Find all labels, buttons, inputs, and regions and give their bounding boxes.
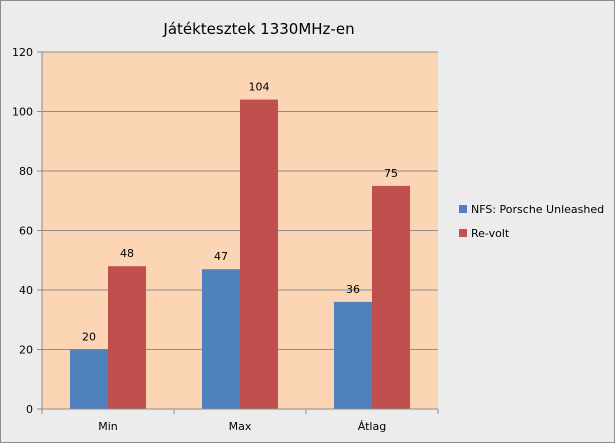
bar-revolt-min [108, 266, 146, 409]
data-label: 36 [346, 283, 360, 296]
y-tick-label: 0 [26, 403, 33, 416]
chart-title: Játéktesztek 1330MHz-en [162, 20, 354, 38]
data-label: 20 [82, 331, 96, 344]
legend-label: NFS: Porsche Unleashed [471, 203, 604, 216]
x-tick-label: Max [229, 420, 252, 433]
y-tick-label: 40 [19, 284, 33, 297]
bar-nfs-min [70, 349, 108, 409]
data-label: 47 [214, 250, 228, 263]
y-tick-label: 60 [19, 225, 33, 238]
y-tick-label: 80 [19, 165, 33, 178]
legend-label: Re-volt [471, 227, 510, 240]
bar-revolt-átlag [372, 185, 410, 409]
data-label: 75 [384, 167, 398, 180]
data-label: 48 [120, 247, 134, 260]
y-tick-label: 100 [12, 106, 33, 119]
legend-swatch [459, 229, 467, 237]
bar-revolt-max [240, 99, 278, 409]
data-label: 104 [249, 81, 270, 94]
legend-swatch [459, 205, 467, 213]
x-tick-label: Átlag [358, 420, 386, 433]
bar-nfs-max [202, 269, 240, 409]
y-tick-label: 120 [12, 46, 33, 59]
x-tick-label: Min [98, 420, 118, 433]
bar-nfs-átlag [334, 301, 372, 409]
y-tick-label: 20 [19, 344, 33, 357]
